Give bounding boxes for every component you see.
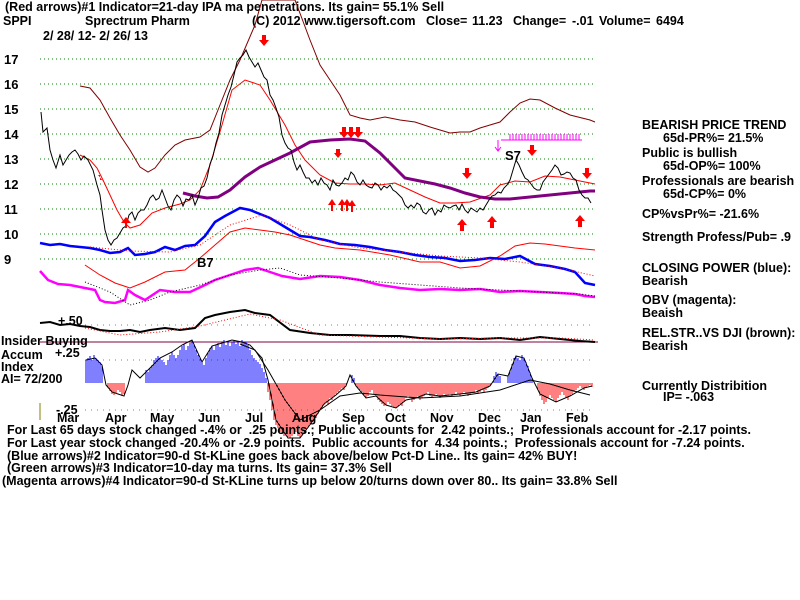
footer-65day-summary: For Last 65 days stock changed -.4% or .… <box>7 423 751 437</box>
sell-arrow-icon <box>527 145 537 156</box>
x-tick-jan: Jan <box>520 411 542 425</box>
index-label: Index <box>1 360 34 374</box>
obv-line <box>39 266 596 305</box>
trend-title: BEARISH PRICE TREND <box>642 118 787 132</box>
obv-value: Beaish <box>642 306 683 320</box>
cp-value: 65d-CP%= 0% <box>663 187 747 201</box>
accum-histogram <box>85 339 593 439</box>
closing-power-value: Bearish <box>642 274 688 288</box>
obv-ma-line <box>84 267 596 306</box>
date-range: 2/ 28/ 12- 2/ 26/ 13 <box>43 29 148 43</box>
close-label: Close= <box>426 14 468 28</box>
price-bars <box>40 48 592 246</box>
y-tick-15: 15 <box>4 102 19 117</box>
buy-arrow-icon <box>457 219 467 231</box>
volume-value: 6494 <box>656 14 684 28</box>
footer-year-summary: For Last year stock changed -20.4% or -2… <box>7 436 745 450</box>
b7-signal: B7 <box>197 255 214 270</box>
x-tick-apr: Apr <box>105 411 127 425</box>
magenta-signal-strip <box>494 134 582 152</box>
y-tick-14: 14 <box>4 127 19 142</box>
relative-strength-line <box>39 308 596 343</box>
strength-ratio: Strength Profess/Pub= .9 <box>642 230 791 244</box>
buy-arrow-icon <box>121 217 131 228</box>
x-tick-aug: Aug <box>292 411 317 425</box>
copyright: (C) 2012 www.tigersoft.com <box>252 14 416 28</box>
s7-signal: S7 <box>505 148 521 163</box>
price-grid <box>40 58 595 260</box>
change-value: -.01 <box>572 14 594 28</box>
lower-band-line <box>84 227 596 289</box>
indicator-2-caption: (Blue arrows)#2 Indicator=90-d St-KLine … <box>7 449 578 463</box>
y-tick-17: 17 <box>4 52 19 67</box>
distribution-label: Currently Distribition <box>642 379 768 393</box>
x-tick-nov: Nov <box>430 411 454 425</box>
sell-arrow-icon <box>259 35 269 46</box>
obv-label: OBV (magenta): <box>642 293 737 307</box>
sell-arrow-icon <box>582 168 592 179</box>
public-title: Public is bullish <box>642 146 738 160</box>
y-tick-10: 10 <box>4 227 19 242</box>
x-tick-jul: Jul <box>245 411 264 425</box>
buy-arrow-icon <box>487 216 497 228</box>
x-tick-may: May <box>150 411 175 425</box>
sell-arrow-icon <box>98 175 103 181</box>
sell-arrow-icon <box>339 127 363 138</box>
volume-label: Volume= <box>599 14 651 28</box>
close-value: 11.23 <box>472 14 503 28</box>
rs-ma-line <box>84 313 596 341</box>
ip-value: IP= -.063 <box>663 390 715 404</box>
accum-plus25-label: +.25 <box>55 346 80 360</box>
ma21-line <box>79 79 596 229</box>
indicator-1-caption: (Red arrows)#1 Indicator=21-day IPA ma p… <box>5 0 445 14</box>
y-tick-16: 16 <box>4 77 19 92</box>
x-tick-jun: Jun <box>198 411 221 425</box>
change-label: Change= <box>513 14 567 28</box>
op-value: 65d-OP%= 100% <box>663 159 761 173</box>
relstr-label: REL.STR..VS DJI (brown): <box>642 326 796 340</box>
indicator-3-caption: (Green arrows)#3 Indicator=10-day ma tur… <box>7 461 392 475</box>
x-tick-dec: Dec <box>478 411 501 425</box>
sell-arrow-icon <box>462 168 472 179</box>
buy-arrow-icon <box>328 199 356 212</box>
cp-ma-line <box>89 214 596 277</box>
buy-arrow-icon <box>575 215 585 227</box>
ai-value: AI= 72/200 <box>1 372 63 386</box>
x-tick-mar: Mar <box>57 411 80 425</box>
x-tick-feb: Feb <box>566 411 589 425</box>
y-tick-12: 12 <box>4 177 19 192</box>
closing-power-label: CLOSING POWER (blue): <box>642 261 792 275</box>
closing-power-line <box>39 206 596 287</box>
accum-minus25-label: -.25 <box>56 403 78 417</box>
company-name: Sprectrum Pharm <box>85 14 190 28</box>
pr-value: 65d-PR%= 21.5% <box>663 131 764 145</box>
x-tick-sep: Sep <box>342 411 365 425</box>
ticker-symbol: SPPI <box>3 14 32 28</box>
x-tick-oct: Oct <box>385 411 406 425</box>
insider-buying-label: Insider Buying <box>1 334 88 348</box>
accum-plus50-label: +.50 <box>58 314 83 328</box>
relstr-value: Bearish <box>642 339 688 353</box>
accum-label: Accum <box>1 348 43 362</box>
upper-band-line <box>79 0 596 173</box>
red-arrows <box>98 35 592 231</box>
y-tick-9: 9 <box>4 252 12 267</box>
y-tick-13: 13 <box>4 152 19 167</box>
ma65-line <box>182 137 595 201</box>
sell-arrow-icon <box>334 149 342 158</box>
indicator-4-caption: (Magenta arrows)#4 Indicator=90-d St-KLi… <box>2 474 618 488</box>
cp-vs-pr: CP%vsPr%= -21.6% <box>642 207 760 221</box>
y-tick-11: 11 <box>4 202 18 217</box>
professionals-title: Professionals are bearish <box>642 174 795 188</box>
